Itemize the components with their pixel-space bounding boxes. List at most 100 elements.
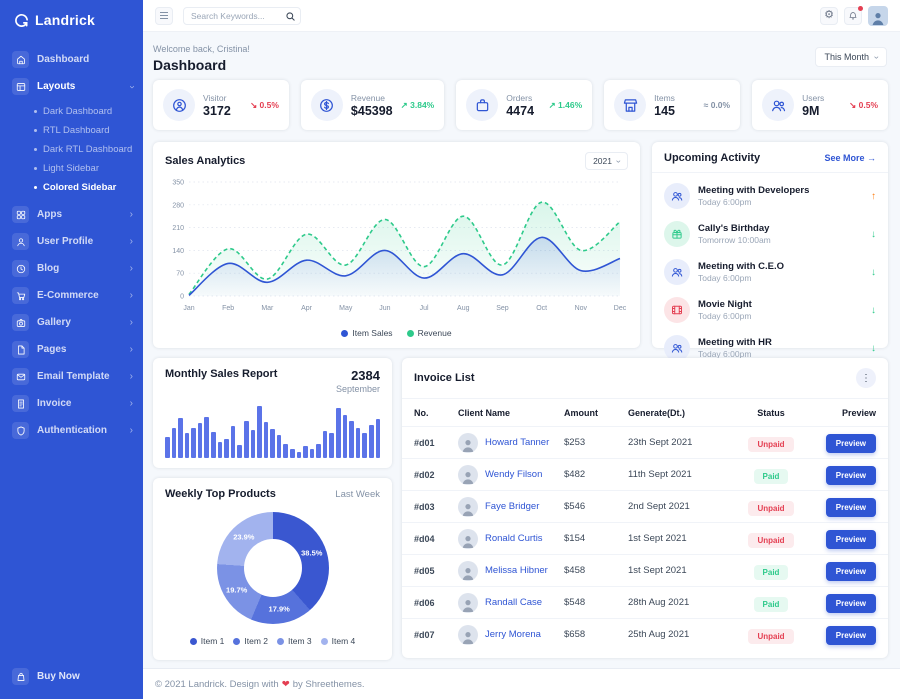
brand[interactable]: Landrick (0, 0, 143, 38)
sidebar-item-label: Blog (37, 263, 59, 274)
sidebar-subitem-label: Light Sidebar (43, 163, 99, 174)
preview-button[interactable]: Preview (826, 626, 876, 645)
topbar: ⚙ (143, 0, 900, 32)
sidebar-subitem-label: Dark RTL Dashboard (43, 144, 132, 155)
bar (323, 431, 328, 458)
legend-dot-icon (190, 638, 197, 645)
see-more-link[interactable]: See More → (824, 153, 876, 163)
sidebar-subitem-light-sidebar[interactable]: Light Sidebar (0, 159, 143, 178)
preview-button[interactable]: Preview (826, 530, 876, 549)
sidebar-item-gallery[interactable]: Gallery › (0, 309, 143, 336)
svg-text:Oct: Oct (536, 305, 547, 312)
invoice-date: 23th Sept 2021 (628, 437, 732, 448)
preview-button[interactable]: Preview (826, 466, 876, 485)
activity-item: Cally's Birthday Tomorrow 10:00am ↓ (664, 215, 876, 253)
bar (336, 408, 341, 458)
client-name-link[interactable]: Jerry Morena (485, 629, 541, 640)
client-name-link[interactable]: Melissa Hibner (485, 565, 548, 576)
svg-text:Nov: Nov (575, 305, 588, 312)
bar (185, 433, 190, 458)
svg-text:Sep: Sep (496, 305, 509, 312)
user-avatar[interactable] (868, 6, 888, 26)
bar (244, 421, 249, 458)
period-select[interactable]: This Month › (815, 47, 887, 67)
chevron-down-icon: › (872, 56, 881, 59)
invoice-date: 1st Sept 2021 (628, 533, 732, 544)
bar (376, 419, 381, 458)
hamburger-menu-button[interactable] (155, 7, 173, 25)
donut-percent-label: 17.9% (269, 605, 290, 614)
avatar (458, 529, 478, 549)
sidebar-item-email-template[interactable]: Email Template › (0, 363, 143, 390)
client-name-link[interactable]: Howard Tanner (485, 437, 549, 448)
invoice-no: #d01 (414, 438, 458, 448)
bar (329, 433, 334, 458)
chevron-icon: › (130, 399, 133, 409)
invoice-date: 28th Aug 2021 (628, 597, 732, 608)
search-input[interactable] (183, 7, 301, 25)
invoice-menu-button[interactable]: ⋮ (856, 368, 876, 388)
client-name-link[interactable]: Faye Bridger (485, 501, 539, 512)
col-client-name: Client Name (458, 408, 564, 418)
trend-arrow-icon: ↓ (871, 305, 876, 316)
legend-label: Item Sales (352, 328, 392, 338)
invoice-date: 25th Aug 2021 (628, 629, 732, 640)
sidebar-item-authentication[interactable]: Authentication › (0, 417, 143, 444)
search-icon[interactable] (285, 9, 296, 20)
sidebar-subitem-rtl-dashboard[interactable]: RTL Dashboard (0, 121, 143, 140)
shopping-bag-icon (12, 668, 29, 685)
invoice-title: Invoice List (414, 372, 475, 384)
sidebar-subitem-dark-dashboard[interactable]: Dark Dashboard (0, 102, 143, 121)
client-name-link[interactable]: Wendy Filson (485, 469, 542, 480)
sidebar-item-label: Email Template (37, 371, 110, 382)
client-name-link[interactable]: Ronald Curtis (485, 533, 543, 544)
bar (204, 417, 209, 458)
sidebar-item-invoice[interactable]: Invoice › (0, 390, 143, 417)
main-content: Welcome back, Cristina! Dashboard This M… (143, 32, 900, 668)
preview-button[interactable]: Preview (826, 562, 876, 581)
status-badge: Unpaid (748, 629, 793, 644)
bar (224, 439, 229, 458)
legend-dot-icon (321, 638, 328, 645)
bar (264, 422, 269, 458)
invoice-no: #d03 (414, 502, 458, 512)
sidebar-item-user-profile[interactable]: User Profile › (0, 228, 143, 255)
stat-label: Orders (506, 93, 534, 103)
sidebar-subitem-colored-sidebar[interactable]: Colored Sidebar (0, 178, 143, 197)
svg-text:70: 70 (176, 271, 184, 278)
buy-now-button[interactable]: Buy Now (0, 662, 143, 691)
svg-text:Jul: Jul (420, 305, 429, 312)
legend-label: Item 1 (201, 636, 225, 646)
year-select[interactable]: 2021 › (585, 152, 628, 170)
bar (172, 428, 177, 458)
page-icon (12, 341, 29, 358)
sidebar-item-layouts[interactable]: Layouts › (0, 73, 143, 100)
preview-button[interactable]: Preview (826, 498, 876, 517)
activity-time: Today 6:00pm (698, 311, 752, 321)
page-title: Dashboard (153, 57, 226, 73)
stat-delta: ↘ 0.5% (250, 100, 279, 111)
preview-button[interactable]: Preview (826, 594, 876, 613)
people-icon (664, 183, 690, 209)
notifications-button[interactable] (844, 7, 862, 25)
sales-legend: Item Sales Revenue (153, 328, 640, 338)
sidebar-item-dashboard[interactable]: Dashboard (0, 46, 143, 73)
monthly-month: September (336, 384, 380, 394)
col-status: Status (732, 408, 810, 418)
sidebar-item-apps[interactable]: Apps › (0, 201, 143, 228)
settings-button[interactable]: ⚙ (820, 7, 838, 25)
client-name-link[interactable]: Randall Case (485, 597, 542, 608)
sidebar-subitem-dark-rtl-dashboard[interactable]: Dark RTL Dashboard (0, 140, 143, 159)
stat-card-items: Items 145 ≈ 0.0% (604, 80, 740, 130)
cart-icon (12, 287, 29, 304)
sidebar-item-e-commerce[interactable]: E-Commerce › (0, 282, 143, 309)
sidebar-item-pages[interactable]: Pages › (0, 336, 143, 363)
sidebar-item-blog[interactable]: Blog › (0, 255, 143, 282)
dashboard-app: Landrick Dashboard Layouts › Dark Dashbo… (0, 0, 900, 699)
monthly-title: Monthly Sales Report (165, 368, 277, 394)
avatar (458, 465, 478, 485)
trend-arrow-icon: ↓ (871, 343, 876, 354)
stat-delta: ≈ 0.0% (704, 100, 730, 110)
svg-text:May: May (339, 305, 353, 312)
preview-button[interactable]: Preview (826, 434, 876, 453)
